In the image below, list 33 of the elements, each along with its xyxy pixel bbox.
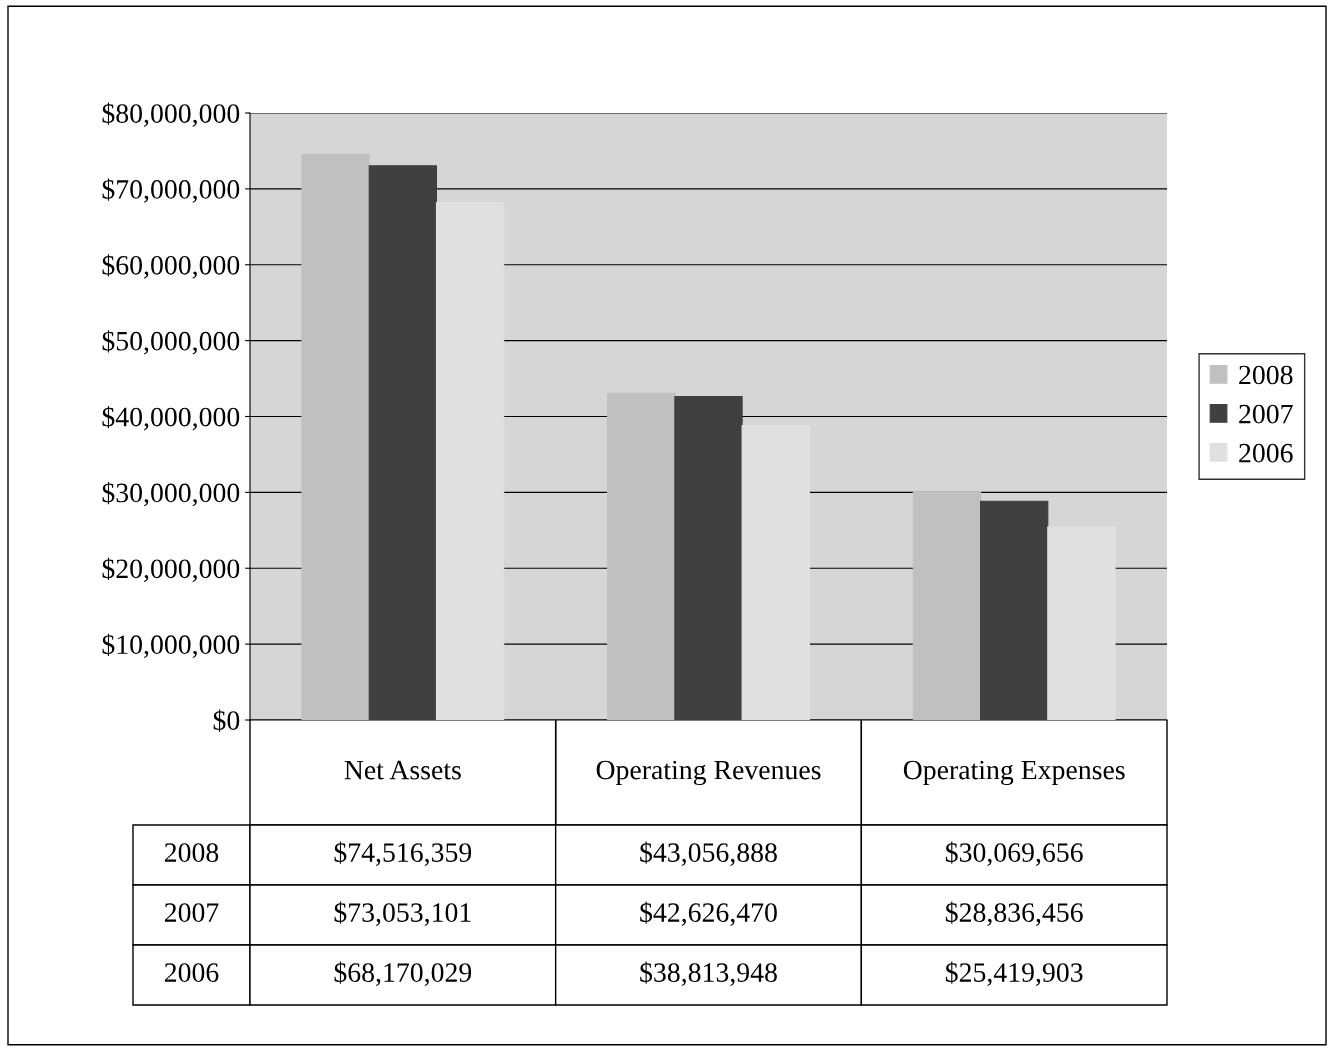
data-label: $74,516,359 xyxy=(334,841,472,866)
y-tick-label: $70,000,000 xyxy=(102,178,240,203)
y-tick-label: $80,000,000 xyxy=(102,102,240,127)
x-tick-label: Net Assets xyxy=(344,760,461,780)
bar xyxy=(607,392,676,720)
text: 2006 xyxy=(164,963,219,982)
bar xyxy=(301,154,370,720)
bar xyxy=(979,500,1049,720)
data-label: $25,419,903 xyxy=(945,961,1083,986)
y-tick-label: $60,000,000 xyxy=(102,254,240,279)
data-label: $68,170,029 xyxy=(334,961,472,986)
x-tick-label: Operating Revenues xyxy=(596,760,821,786)
data-label: $73,053,101 xyxy=(334,901,471,926)
y-tick-label: $10,000,000 xyxy=(102,633,240,659)
data-label: $30,069,656 xyxy=(945,841,1083,866)
legend-label: 2007 xyxy=(1239,404,1293,424)
legend-label: 2006 xyxy=(1239,443,1293,463)
text: 2008 xyxy=(164,843,219,862)
data-label: $43,056,888 xyxy=(640,841,777,866)
bar xyxy=(674,396,743,720)
y-tick-label: $20,000,000 xyxy=(102,557,240,583)
bar xyxy=(368,165,438,720)
text: 2007 xyxy=(164,903,219,922)
data-label: $38,813,948 xyxy=(640,961,777,986)
x-tick-label: Operating Expenses xyxy=(903,760,1125,786)
data-label: $42,626,470 xyxy=(640,901,777,926)
data-label: $28,836,456 xyxy=(945,901,1083,926)
bar xyxy=(912,491,982,720)
y-tick-label: $30,000,000 xyxy=(102,481,240,507)
y-tick-label: $0 xyxy=(213,709,240,732)
y-tick-label: $50,000,000 xyxy=(102,330,240,355)
legend-label: 2008 xyxy=(1239,365,1293,385)
y-tick-label: $40,000,000 xyxy=(102,406,240,431)
